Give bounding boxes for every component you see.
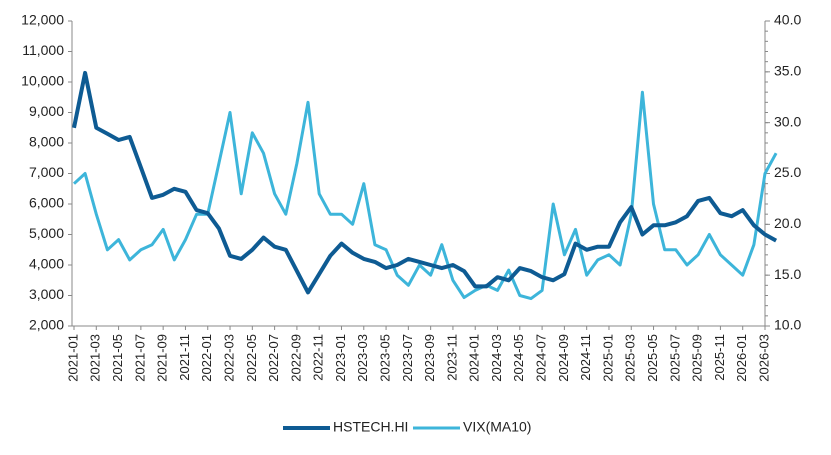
- x-tick-label: 2022-07: [266, 334, 281, 382]
- x-tick-label: 2021-01: [65, 334, 80, 382]
- x-tick-label: 2024-03: [489, 334, 504, 382]
- y2-tick-label: 20.0: [774, 215, 801, 231]
- x-tick-label: 2025-11: [712, 334, 727, 381]
- x-tick-label: 2026-01: [734, 334, 749, 382]
- x-tick-label: 2023-11: [444, 334, 459, 381]
- y2-tick-label: 10.0: [774, 317, 801, 333]
- y2-tick-label: 15.0: [774, 266, 801, 282]
- x-tick-label: 2023-09: [422, 334, 437, 382]
- y-tick-label: 9,000: [29, 103, 64, 119]
- x-tick-label: 2021-05: [110, 334, 125, 382]
- x-tick-label: 2021-09: [155, 334, 170, 382]
- x-tick-label: 2023-05: [378, 334, 393, 382]
- y-tick-label: 4,000: [29, 256, 64, 272]
- y-tick-label: 2,000: [29, 317, 64, 333]
- x-tick-label: 2024-01: [467, 334, 482, 382]
- x-tick-label: 2024-11: [578, 334, 593, 381]
- x-tick-label: 2022-01: [199, 334, 214, 382]
- y-tick-label: 11,000: [22, 42, 64, 58]
- x-tick-label: 2025-03: [623, 334, 638, 382]
- x-tick-label: 2025-09: [690, 334, 705, 382]
- y-tick-label: 5,000: [29, 225, 64, 241]
- y-tick-label: 7,000: [29, 164, 64, 180]
- y2-tick-label: 30.0: [774, 113, 801, 129]
- x-tick-label: 2023-07: [400, 334, 415, 382]
- x-tick-label: 2021-11: [177, 334, 192, 381]
- y2-tick-label: 25.0: [774, 164, 801, 180]
- y-tick-label: 12,000: [21, 12, 64, 28]
- legend-label: VIX(MA10): [463, 419, 531, 435]
- x-tick-label: 2024-07: [534, 334, 549, 382]
- x-tick-label: 2025-07: [667, 334, 682, 382]
- x-tick-label: 2021-03: [88, 334, 103, 382]
- series-line: [72, 70, 778, 295]
- x-tick-label: 2025-05: [645, 334, 660, 382]
- y-tick-label: 8,000: [29, 134, 64, 150]
- legend-label: HSTECH.HI: [333, 419, 408, 435]
- x-tick-label: 2024-09: [556, 334, 571, 382]
- x-tick-label: 2025-01: [600, 334, 615, 382]
- x-tick-label: 2022-05: [244, 334, 259, 382]
- x-tick-label: 2024-05: [511, 334, 526, 382]
- y-tick-label: 3,000: [29, 286, 64, 302]
- y-tick-label: 6,000: [29, 195, 64, 211]
- x-tick-label: 2022-03: [221, 334, 236, 382]
- y2-tick-label: 40.0: [774, 12, 801, 28]
- x-tick-label: 2023-03: [355, 334, 370, 382]
- x-tick-label: 2022-11: [311, 334, 326, 381]
- series-line: [72, 90, 778, 301]
- x-tick-label: 2021-07: [132, 334, 147, 382]
- y-tick-label: 10,000: [21, 73, 64, 89]
- x-tick-label: 2022-09: [288, 334, 303, 382]
- x-tick-label: 2023-01: [333, 334, 348, 382]
- x-tick-label: 2026-03: [756, 334, 771, 382]
- y2-tick-label: 35.0: [774, 63, 801, 79]
